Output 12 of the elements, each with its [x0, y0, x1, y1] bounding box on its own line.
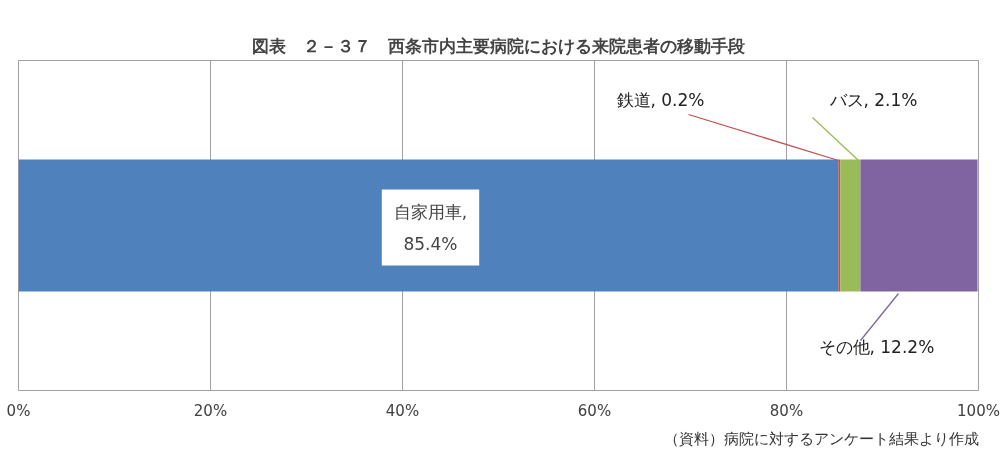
x-tick-label: 0%	[6, 401, 31, 420]
x-tick-label: 60%	[577, 401, 612, 420]
data-label: その他, 12.2%	[818, 336, 935, 357]
text: （資料）病院に対するアンケート結果より作成	[663, 429, 979, 448]
data-label: 自家用車, 85.4%	[393, 201, 468, 254]
data-label: バス, 2.1%	[828, 89, 918, 110]
x-tick-label: 100%	[957, 401, 1000, 420]
x-tick-label: 20%	[193, 401, 228, 420]
x-tick-label: 40%	[385, 401, 420, 420]
x-tick-label: 80%	[769, 401, 804, 420]
data-label: 鉄道, 0.2%	[616, 89, 705, 110]
chart-title: 図表 ２－３７ 西条市内主要病院における来院患者の移動手段	[252, 35, 746, 56]
